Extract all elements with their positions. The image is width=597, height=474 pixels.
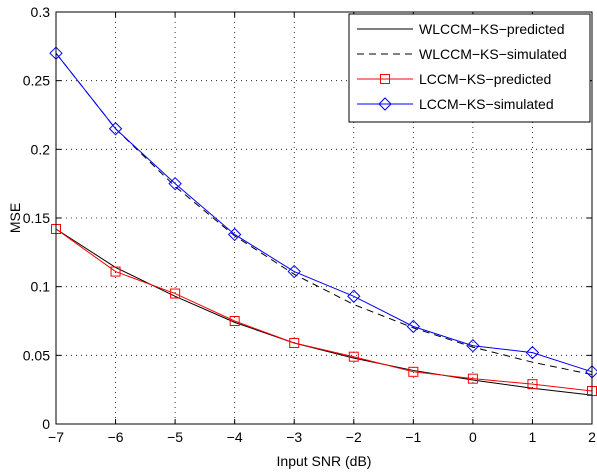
legend-item: WLCCM−KS−simulated bbox=[357, 46, 567, 62]
data-point bbox=[229, 316, 240, 326]
series-lines bbox=[49, 46, 597, 397]
x-tick-label: −7 bbox=[48, 429, 64, 445]
x-tick-label: −1 bbox=[405, 429, 421, 445]
legend-label: LCCM−KS−simulated bbox=[419, 96, 554, 112]
legend-swatch-marker bbox=[378, 97, 392, 111]
x-tick-label: −5 bbox=[167, 429, 183, 445]
data-point bbox=[287, 264, 301, 279]
legend-item: LCCM−KS−simulated bbox=[357, 96, 554, 112]
series-2 bbox=[51, 223, 597, 397]
x-tick-label: −4 bbox=[227, 429, 243, 445]
data-point bbox=[227, 227, 242, 242]
data-point bbox=[466, 339, 480, 353]
x-tick-label: −6 bbox=[108, 429, 124, 445]
data-point bbox=[110, 266, 121, 277]
y-tick-label: 0 bbox=[42, 416, 50, 432]
y-tick-label: 0.15 bbox=[23, 210, 50, 226]
series-line bbox=[55, 52, 593, 376]
series-0 bbox=[55, 228, 593, 396]
data-point bbox=[170, 288, 181, 299]
y-tick-label: 0.25 bbox=[23, 73, 50, 89]
series-line bbox=[55, 228, 593, 396]
legend-item: WLCCM−KS−predicted bbox=[357, 21, 565, 37]
series-3 bbox=[49, 46, 597, 379]
data-point bbox=[289, 337, 300, 348]
data-point bbox=[525, 345, 540, 360]
y-axis-label: MSE bbox=[7, 203, 23, 233]
series-line bbox=[55, 228, 593, 392]
data-point bbox=[348, 351, 359, 362]
legend-swatch-marker bbox=[380, 74, 390, 84]
series-1 bbox=[55, 52, 593, 376]
y-tick-label: 0.3 bbox=[31, 4, 51, 20]
data-point bbox=[408, 366, 419, 377]
x-tick-label: 1 bbox=[529, 429, 537, 445]
data-point bbox=[406, 319, 421, 334]
x-tick-label: −2 bbox=[346, 429, 362, 445]
data-point bbox=[467, 373, 478, 384]
y-tick-label: 0.1 bbox=[31, 279, 51, 295]
x-tick-label: 0 bbox=[469, 429, 477, 445]
data-point bbox=[168, 176, 182, 191]
axis-ticks: −7 −6 −5 −4 −3 −2 −1 0 1 2 0 0.05 0.1 0.15 0.2 0.25 0.3 bbox=[23, 4, 596, 445]
grid-lines bbox=[56, 12, 592, 424]
x-axis-label: Input SNR (dB) bbox=[277, 453, 372, 469]
series-line bbox=[55, 52, 593, 373]
legend-label: LCCM−KS−predicted bbox=[419, 71, 551, 87]
legend-label: WLCCM−KS−simulated bbox=[419, 46, 567, 62]
x-tick-label: 2 bbox=[588, 429, 596, 445]
legend-label: WLCCM−KS−predicted bbox=[419, 21, 565, 37]
data-point bbox=[347, 289, 361, 303]
y-tick-label: 0.05 bbox=[23, 347, 50, 363]
legend-item: LCCM−KS−predicted bbox=[357, 71, 551, 87]
x-tick-label: −3 bbox=[286, 429, 302, 445]
legend: WLCCM−KS−predicted WLCCM−KS−simulated LCCM… bbox=[348, 13, 591, 123]
data-point bbox=[108, 122, 123, 136]
data-point bbox=[527, 379, 538, 390]
y-tick-label: 0.2 bbox=[31, 141, 51, 157]
